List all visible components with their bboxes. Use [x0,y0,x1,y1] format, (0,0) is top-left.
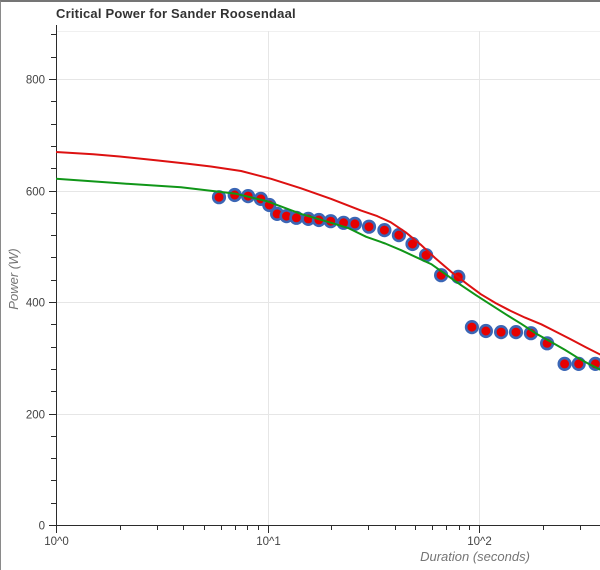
y-tick-label: 400 [26,298,45,310]
data-point[interactable] [494,325,509,340]
x-tick-label: 10^0 [44,536,69,548]
y-tick-label: 0 [39,521,45,533]
data-point[interactable] [361,219,377,234]
red-model-curve [56,151,600,356]
data-point[interactable] [377,223,392,238]
data-point[interactable] [508,325,524,340]
x-tick-label: 10^2 [467,536,492,548]
y-tick-label: 600 [26,187,45,199]
scatter-series [211,187,600,372]
green-model-curve [56,177,600,371]
y-tick-label: 800 [26,75,45,87]
chart-title: Critical Power for Sander Roosendaal [56,6,296,21]
x-tick-label: 10^1 [256,536,281,548]
y-axis-title: Power (W) [6,248,21,310]
data-point[interactable] [557,356,572,372]
data-point[interactable] [391,228,407,243]
x-axis-title: Duration (seconds) [420,549,530,564]
y-tick-label: 200 [26,410,45,422]
data-point[interactable] [478,323,494,339]
data-point[interactable] [347,216,363,231]
data-point[interactable] [464,320,480,335]
